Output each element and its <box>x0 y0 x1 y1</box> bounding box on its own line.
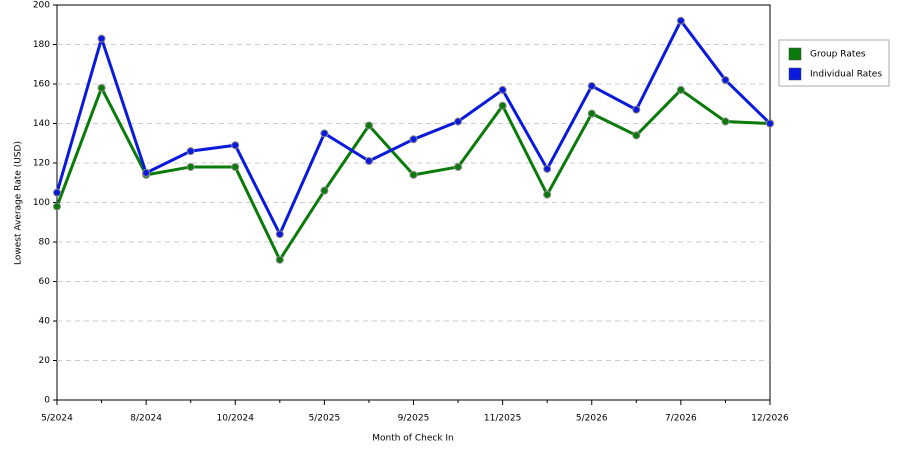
x-tick-label: 8/2024 <box>130 414 162 424</box>
y-tick-label: 100 <box>33 198 50 208</box>
data-point <box>231 162 240 171</box>
data-point <box>231 141 240 150</box>
x-tick-label: 12/2026 <box>751 414 789 424</box>
y-tick-label: 80 <box>39 238 51 248</box>
data-point <box>676 16 685 25</box>
data-point <box>766 119 774 128</box>
legend-swatch <box>788 47 802 61</box>
y-tick-label: 120 <box>33 159 50 169</box>
data-point <box>364 121 373 130</box>
y-tick-label: 0 <box>44 396 50 406</box>
y-tick-label: 200 <box>33 1 50 11</box>
data-point <box>320 186 329 195</box>
y-tick-label: 40 <box>39 317 51 327</box>
x-tick-label: 9/2025 <box>398 414 430 424</box>
x-axis-label: Month of Check In <box>372 434 454 444</box>
y-tick-label: 60 <box>39 277 51 287</box>
legend-label: Individual Rates <box>810 70 882 80</box>
y-tick-label: 140 <box>33 119 50 129</box>
x-tick-label: 5/2024 <box>41 414 73 424</box>
data-point <box>721 76 730 85</box>
y-axis-label: Lowest Average Rate (USD) <box>14 141 24 265</box>
x-tick-label: 11/2025 <box>484 414 521 424</box>
data-point <box>97 34 106 43</box>
data-point <box>320 129 329 138</box>
data-point <box>364 157 373 166</box>
data-point <box>498 101 507 110</box>
data-point <box>632 131 641 140</box>
data-point <box>409 135 418 144</box>
data-point <box>409 170 418 179</box>
data-point <box>587 81 596 90</box>
data-point <box>498 85 507 94</box>
data-point <box>454 162 463 171</box>
data-point <box>676 85 685 94</box>
x-tick-label: 5/2025 <box>309 414 341 424</box>
data-point <box>543 164 552 173</box>
legend: Group Rates Individual Rates <box>778 39 890 87</box>
legend-swatch <box>788 67 802 81</box>
data-point <box>275 255 284 264</box>
data-point <box>53 188 61 197</box>
data-point <box>97 83 106 92</box>
data-point <box>142 168 151 177</box>
y-tick-label: 180 <box>33 40 50 50</box>
legend-box <box>778 39 890 87</box>
data-point <box>275 230 284 239</box>
x-tick-label: 5/2026 <box>576 414 608 424</box>
data-point <box>186 147 195 156</box>
y-tick-label: 20 <box>39 356 51 366</box>
x-tick-label: 7/2026 <box>665 414 697 424</box>
data-point <box>186 162 195 171</box>
data-point <box>721 117 730 126</box>
data-point <box>53 202 61 211</box>
legend-label: Group Rates <box>810 50 866 60</box>
y-tick-label: 160 <box>33 80 50 90</box>
data-point <box>543 190 552 199</box>
data-point <box>454 117 463 126</box>
data-point <box>587 109 596 118</box>
x-tick-label: 10/2024 <box>217 414 255 424</box>
data-point <box>632 105 641 114</box>
